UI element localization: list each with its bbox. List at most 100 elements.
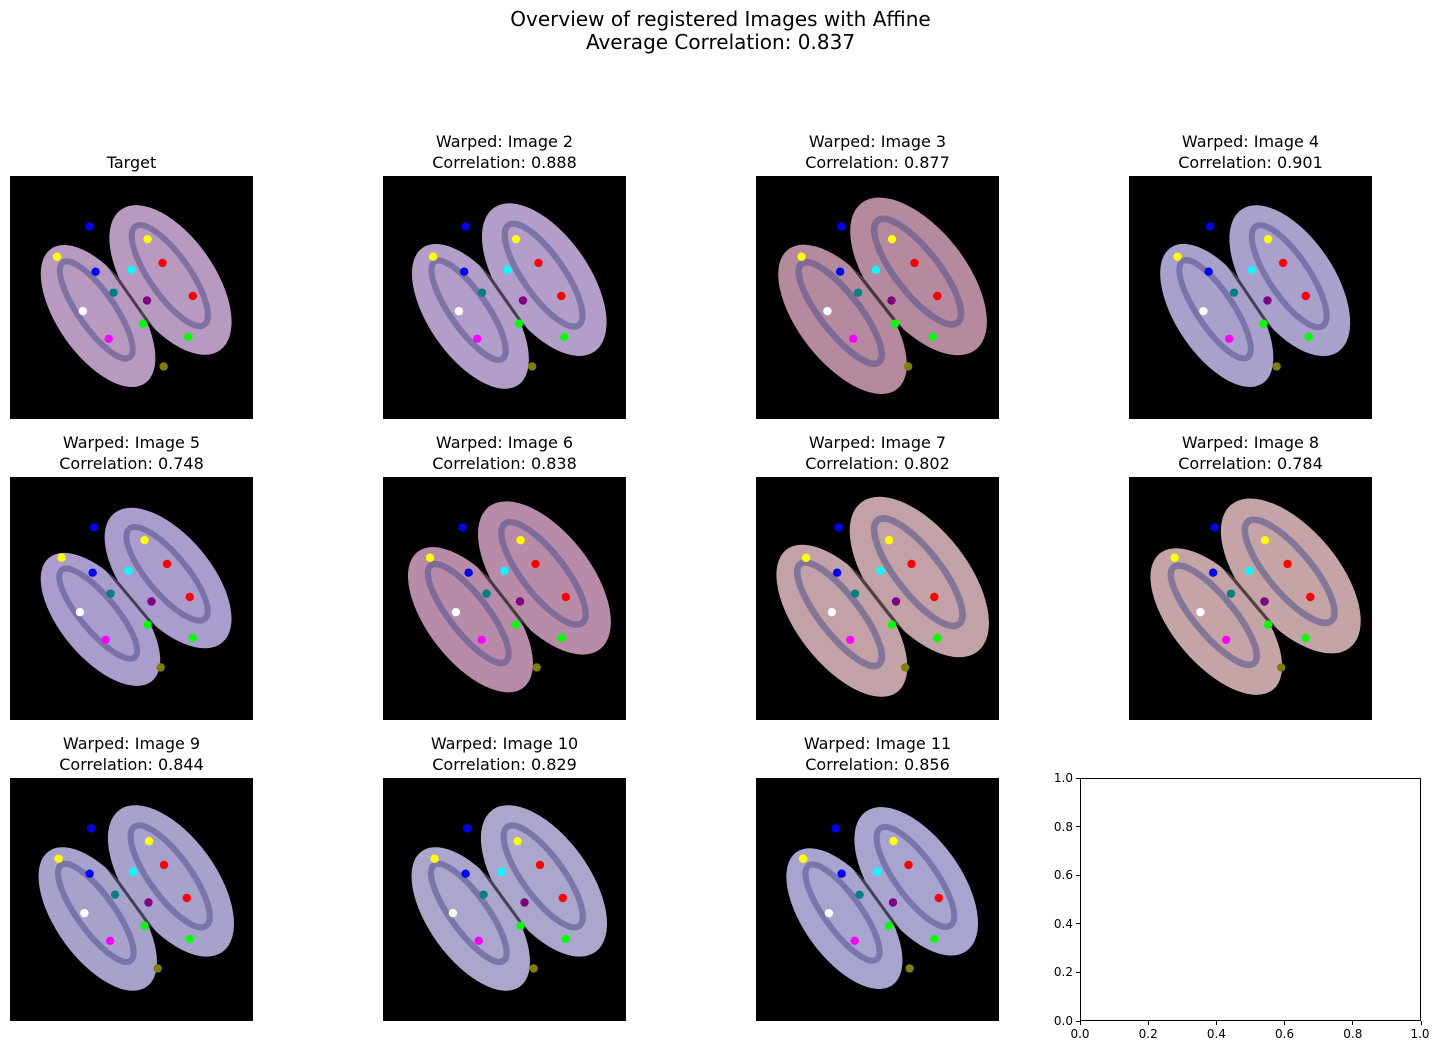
landmark-point xyxy=(515,597,525,606)
panel-title: Warped: Image 6 Correlation: 0.838 xyxy=(355,432,655,474)
landmark-point xyxy=(127,265,136,275)
landmark-point xyxy=(900,663,910,672)
landmark-point xyxy=(798,854,808,863)
panel-title: Target xyxy=(106,153,157,172)
landmark-point xyxy=(910,258,919,268)
landmark-point xyxy=(185,934,195,944)
tissue-lobe xyxy=(849,496,989,658)
landmark-point xyxy=(887,234,897,244)
landmark-point xyxy=(425,553,435,562)
y-tick-label: 0.2 xyxy=(1053,965,1073,980)
panel-title: Warped: Image 10 Correlation: 0.829 xyxy=(355,733,655,775)
image-panel xyxy=(383,176,626,419)
landmark-point xyxy=(529,964,538,973)
tissue-lobe xyxy=(411,243,529,389)
landmark-point xyxy=(531,559,540,569)
landmark-point xyxy=(147,597,156,606)
landmark-point xyxy=(835,267,845,276)
landmark-point xyxy=(85,222,94,231)
landmark-point xyxy=(143,620,152,629)
landmark-point xyxy=(57,553,66,562)
landmark-point xyxy=(527,362,537,371)
landmark-point xyxy=(85,869,94,878)
tissue-image xyxy=(40,507,232,686)
landmark-point xyxy=(124,566,133,576)
image-panel xyxy=(383,477,626,720)
tissue-lobe xyxy=(786,848,903,989)
tissue-lobe xyxy=(1220,498,1361,654)
x-tick-mark xyxy=(1284,1021,1286,1025)
landmark-point xyxy=(451,607,461,617)
tissue-lobe xyxy=(1150,548,1283,695)
tissue-lobe xyxy=(40,245,156,387)
landmark-point xyxy=(827,607,837,617)
panel-label: Warped: Image 4 xyxy=(1181,132,1320,151)
image-panel xyxy=(756,176,999,419)
landmark-point xyxy=(128,867,138,877)
landmark-point xyxy=(109,288,118,297)
landmark-point xyxy=(824,908,834,918)
tissue-lobe xyxy=(850,197,987,356)
landmark-point xyxy=(1263,620,1273,629)
y-tick-mark xyxy=(1076,777,1080,779)
landmark-point xyxy=(106,589,115,598)
x-tick-label: 0.4 xyxy=(1206,1027,1226,1041)
landmark-point xyxy=(561,592,571,602)
panel-title: Warped: Image 7 Correlation: 0.802 xyxy=(728,432,1028,474)
landmark-point xyxy=(503,265,512,275)
tissue-image xyxy=(411,203,607,389)
panel-label: Warped: Image 5 xyxy=(62,433,201,452)
landmark-point xyxy=(142,296,152,305)
landmark-point xyxy=(54,854,63,863)
landmark-point xyxy=(831,824,840,833)
landmark-point xyxy=(903,362,913,371)
landmark-point xyxy=(88,568,97,577)
landmark-point xyxy=(837,869,846,878)
landmark-point xyxy=(479,890,488,899)
y-tick-label: 0.4 xyxy=(1053,916,1073,931)
tissue-lobe xyxy=(107,805,235,957)
landmark-point xyxy=(876,566,885,576)
panel-label: Warped: Image 10 xyxy=(430,734,579,753)
landmark-point xyxy=(477,635,486,645)
tissue-image xyxy=(786,807,979,989)
panel-label: Warped: Image 3 xyxy=(808,132,947,151)
landmark-point xyxy=(887,620,897,629)
landmark-point xyxy=(144,836,154,846)
panel-correlation: Correlation: 0.829 xyxy=(432,755,577,774)
landmark-point xyxy=(1263,234,1273,244)
landmark-point xyxy=(110,890,120,899)
tissue-lobe xyxy=(109,205,232,355)
landmark-point xyxy=(511,234,521,244)
landmark-point xyxy=(518,296,528,305)
landmark-point xyxy=(1222,635,1231,645)
landmark-point xyxy=(849,334,858,344)
landmark-point xyxy=(159,860,169,870)
landmark-point xyxy=(153,964,162,973)
panel-label: Warped: Image 7 xyxy=(808,433,947,452)
landmark-point xyxy=(1276,663,1286,672)
tissue-lobe xyxy=(776,544,908,697)
x-tick-label: 0.6 xyxy=(1275,1027,1295,1041)
y-tick-mark xyxy=(1076,1020,1080,1022)
tissue-lobe xyxy=(38,847,157,991)
landmark-point xyxy=(86,824,96,833)
landmark-point xyxy=(473,334,482,344)
panel-title: Warped: Image 11 Correlation: 0.856 xyxy=(728,733,1028,775)
landmark-point xyxy=(1272,362,1281,371)
landmark-point xyxy=(1225,334,1234,344)
landmark-point xyxy=(511,620,521,629)
panel-title: Warped: Image 8 Correlation: 0.784 xyxy=(1101,432,1401,474)
y-tick-mark xyxy=(1076,826,1080,828)
panel-correlation: Correlation: 0.856 xyxy=(805,755,950,774)
landmark-point xyxy=(1208,568,1218,577)
landmark-point xyxy=(850,936,859,946)
landmark-point xyxy=(934,893,944,903)
landmark-point xyxy=(884,535,894,545)
tissue-image xyxy=(776,496,989,697)
landmark-point xyxy=(188,633,198,643)
tissue-lobe xyxy=(104,507,232,649)
tissue-lobe xyxy=(1229,205,1351,357)
landmark-point xyxy=(930,934,939,944)
landmark-point xyxy=(534,258,543,268)
